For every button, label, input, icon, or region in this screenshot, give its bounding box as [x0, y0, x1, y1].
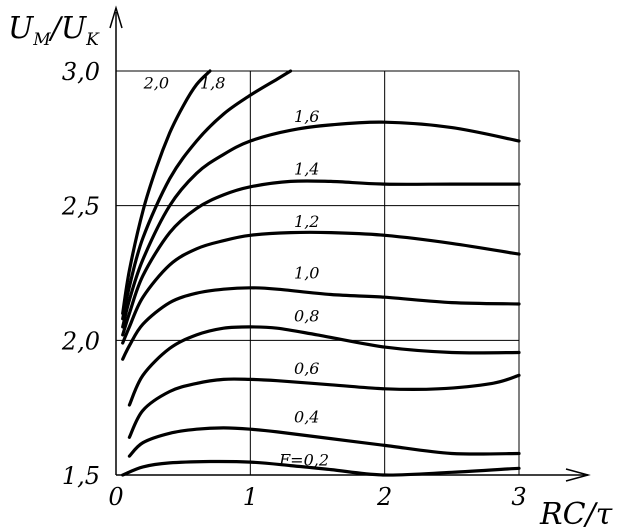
x-tick-label: 1 [243, 483, 258, 511]
curve-08 [127, 325, 521, 407]
curve-10 [121, 286, 521, 361]
curve-16 [121, 120, 521, 329]
x-axis-label: RC/τ [539, 497, 613, 530]
y-tick-label: 3,0 [62, 58, 100, 86]
curve-label: 1,2 [294, 212, 319, 231]
curves [121, 69, 521, 477]
curve-label: 1,4 [294, 160, 319, 179]
curve-F02 [121, 459, 521, 477]
x-tick-label: 2 [376, 483, 392, 511]
y-tick-label: 2,0 [61, 327, 100, 355]
x-axis-arrow [565, 468, 591, 482]
curve-label: 1,6 [294, 107, 319, 126]
curve-20 [121, 69, 212, 315]
curve-label: 1,8 [200, 74, 225, 93]
tick-labels: 0 1 2 3 1,5 2,0 2,5 3,0 [61, 58, 527, 511]
curve-12 [121, 230, 521, 345]
axes [109, 5, 591, 482]
y-axis-label: UM/UK [8, 11, 100, 50]
x-tick-label: 0 [108, 483, 123, 511]
x-tick-label: 3 [511, 483, 526, 511]
curve-label: 0,6 [294, 359, 319, 378]
curve-06 [127, 373, 521, 439]
y-tick-label: 2,5 [61, 193, 100, 221]
y-axis-arrow [109, 5, 123, 29]
curve-18 [121, 69, 293, 321]
curve-label: 2,0 [143, 74, 169, 93]
y-tick-label: 1,5 [62, 462, 100, 490]
curve-label: 0,4 [294, 407, 319, 426]
curve-04 [127, 426, 521, 458]
curve-label: F=0,2 [278, 451, 329, 470]
curve-labels: F=0,2 0,4 0,6 0,8 1,0 1,2 1,4 1,6 1,8 2,0 [143, 74, 329, 470]
curve-14 [121, 179, 521, 337]
curve-label: 0,8 [294, 306, 319, 325]
curve-label: 1,0 [294, 263, 319, 282]
